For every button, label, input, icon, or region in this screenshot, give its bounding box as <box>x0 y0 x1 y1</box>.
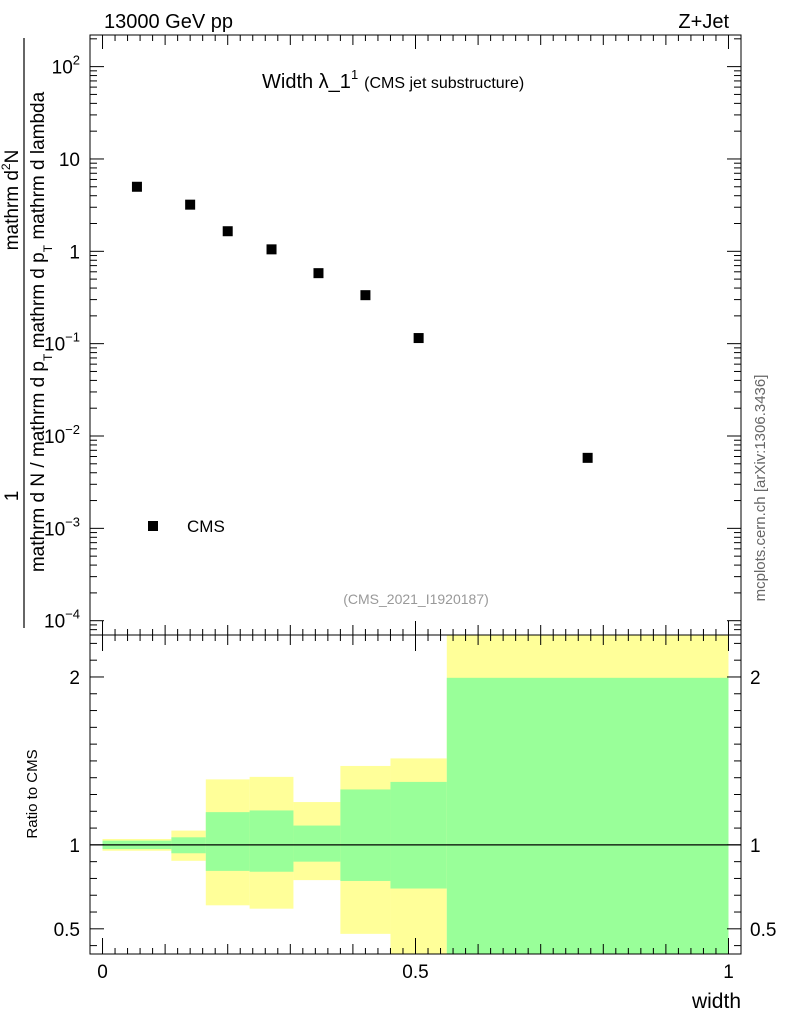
analysis-id: (CMS_2021_I1920187) <box>343 591 489 607</box>
ratio-ytick-label: 1 <box>69 836 80 857</box>
main-ytick-label: 1 <box>69 242 80 263</box>
ratio-bands <box>90 635 741 954</box>
legend: CMS <box>148 517 225 536</box>
ratio-band-green <box>390 781 447 889</box>
ylabel-one: 1 <box>2 491 23 502</box>
ylabel-denominator: mathrm d N / mathrm d pT mathrm d pT mat… <box>28 91 55 572</box>
main-ytick-label: 10−2 <box>44 422 80 448</box>
ratio-band-green <box>293 825 341 862</box>
legend-marker <box>148 521 158 531</box>
ratio-band-green <box>249 810 294 872</box>
ratio-ytick-label: 2 <box>69 668 80 689</box>
plot-title-superscript: 1 <box>351 67 358 82</box>
main-ytick-label: 10 <box>59 150 80 171</box>
ratio-ylabel: Ratio to CMS <box>24 749 41 838</box>
data-point <box>313 268 324 279</box>
data-point <box>185 199 196 210</box>
ylabel-denominator-text: mathrm d N / mathrm d p <box>28 361 49 572</box>
ylabel-denominator-end: mathrm d p <box>28 252 49 353</box>
data-point <box>266 244 277 255</box>
main-data-markers <box>131 181 593 463</box>
ratio-band-green <box>446 677 729 954</box>
xtick-label: 1 <box>723 962 734 983</box>
ylabel-numerator-end: N <box>2 150 23 164</box>
ratio-plot: 0.5 0.5 1 1 2 2 0 0.5 1 <box>54 634 776 983</box>
x-axis-label: width <box>691 990 741 1013</box>
plot-title-main: Width λ_1 <box>262 71 351 93</box>
ratio-band-green <box>205 812 250 871</box>
main-ytick-label: 10−4 <box>44 607 80 633</box>
ylabel-denominator-sub: T <box>41 353 55 361</box>
main-ytick-label: 102 <box>52 53 80 79</box>
header-process: Z+Jet <box>678 11 729 33</box>
data-point <box>131 181 142 192</box>
ratio-plot-frame <box>89 634 742 955</box>
data-point <box>360 290 371 301</box>
main-ytick-label: 10−3 <box>44 514 80 540</box>
xtick-label: 0.5 <box>402 962 428 983</box>
main-ylabel: 1 mathrm d2N mathrm d N / mathrm d pT ma… <box>0 38 55 628</box>
ratio-band-green <box>340 789 391 881</box>
ratio-ytick-label-right: 2 <box>750 668 761 689</box>
ylabel-denominator-sub2: T <box>41 244 55 252</box>
ratio-ytick-label-right: 0.5 <box>750 920 776 941</box>
data-point <box>582 452 593 463</box>
ratio-axes: 0.5 0.5 1 1 2 2 0 0.5 1 <box>54 635 776 983</box>
plot-title-suffix: (CMS jet substructure) <box>364 75 524 92</box>
data-point <box>222 226 233 237</box>
main-ytick-label: 10−1 <box>44 330 80 356</box>
ylabel-denominator-tail: mathrm d lambda <box>28 91 49 245</box>
main-axes: 10−4 10−3 10−2 10−1 1 10 102 <box>44 35 741 636</box>
side-label: mcplots.cern.ch [arXiv:1306.3436] <box>752 375 769 602</box>
main-plot: 10−4 10−3 10−2 10−1 1 10 102 <box>44 34 742 636</box>
header-energy: 13000 GeV pp <box>104 11 233 33</box>
data-point <box>413 333 424 344</box>
ratio-ytick-label: 0.5 <box>54 920 80 941</box>
plot-title: Width λ_11 (CMS jet substructure) <box>262 67 524 93</box>
ylabel-numerator-super: 2 <box>0 163 13 170</box>
xtick-label: 0 <box>97 962 108 983</box>
ratio-ytick-label-right: 1 <box>750 836 761 857</box>
ylabel-numerator: mathrm d2N <box>0 150 23 251</box>
legend-entry-cms: CMS <box>187 517 225 536</box>
ylabel-numerator-text: mathrm d <box>2 170 23 250</box>
